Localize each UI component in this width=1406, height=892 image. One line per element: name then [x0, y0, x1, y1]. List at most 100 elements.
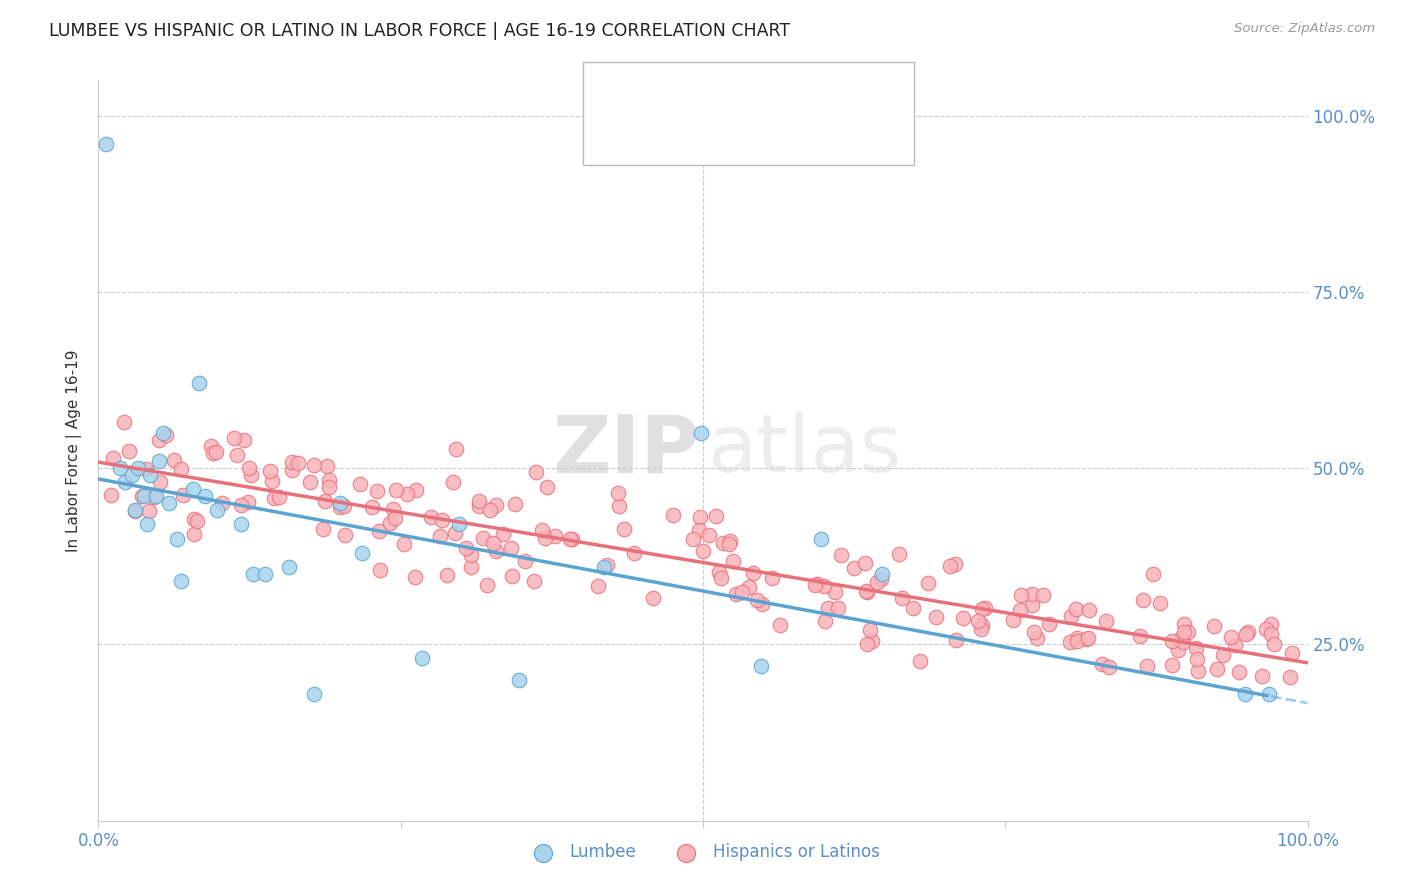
- Point: [1021, 598, 1043, 612]
- Point: [468, 499, 491, 513]
- Point: [211, 496, 233, 510]
- Point: [1167, 643, 1189, 657]
- Point: [1173, 616, 1195, 631]
- Point: [870, 566, 893, 581]
- Point: [1066, 634, 1088, 648]
- Point: [1256, 622, 1278, 636]
- Point: [259, 465, 281, 479]
- Point: [302, 687, 325, 701]
- Point: [229, 517, 252, 532]
- Point: [329, 496, 352, 510]
- Point: [380, 516, 402, 531]
- Point: [281, 463, 304, 477]
- Point: [194, 489, 217, 503]
- Point: [704, 509, 727, 524]
- Point: [1038, 617, 1060, 632]
- Point: [855, 637, 877, 651]
- Point: [460, 548, 482, 562]
- Point: [1064, 602, 1087, 616]
- Point: [1233, 687, 1256, 701]
- Point: [1237, 624, 1260, 639]
- Point: [682, 532, 704, 546]
- Point: [814, 614, 837, 628]
- Point: [1223, 638, 1246, 652]
- Point: [747, 592, 769, 607]
- Point: [810, 532, 832, 546]
- Point: [689, 509, 711, 524]
- Point: [108, 461, 131, 475]
- Point: [866, 574, 889, 589]
- Point: [314, 494, 336, 508]
- Point: [595, 558, 617, 572]
- Point: [368, 563, 391, 577]
- Point: [1260, 616, 1282, 631]
- Y-axis label: In Labor Force | Age 16-19: In Labor Force | Age 16-19: [66, 349, 83, 552]
- Point: [1026, 632, 1049, 646]
- Point: [482, 535, 505, 549]
- Point: [855, 583, 877, 598]
- Point: [751, 597, 773, 611]
- Point: [853, 556, 876, 570]
- Point: [697, 528, 720, 542]
- Point: [586, 579, 609, 593]
- Point: [94, 136, 117, 151]
- Point: [1227, 665, 1250, 679]
- Point: [844, 561, 866, 575]
- Point: [318, 473, 340, 487]
- Point: [806, 577, 828, 591]
- Point: [1281, 646, 1303, 660]
- Point: [711, 535, 734, 549]
- Point: [460, 560, 482, 574]
- Point: [485, 498, 508, 512]
- Point: [157, 496, 180, 510]
- Point: [1129, 629, 1152, 643]
- Point: [724, 587, 747, 601]
- Point: [1257, 687, 1279, 701]
- Point: [501, 569, 523, 583]
- Point: [467, 493, 489, 508]
- Point: [456, 541, 478, 556]
- Point: [121, 468, 143, 483]
- Point: [366, 483, 388, 498]
- Point: [205, 503, 228, 517]
- Point: [485, 543, 508, 558]
- Point: [183, 527, 205, 541]
- Point: [404, 570, 426, 584]
- Point: [860, 634, 883, 648]
- Point: [432, 513, 454, 527]
- Point: [332, 499, 354, 513]
- Point: [969, 623, 991, 637]
- Point: [405, 483, 427, 497]
- Point: [925, 610, 948, 624]
- Point: [238, 460, 260, 475]
- Point: [396, 487, 419, 501]
- Point: [181, 482, 204, 496]
- Point: [263, 491, 285, 505]
- Point: [1077, 631, 1099, 645]
- Point: [742, 566, 765, 581]
- Point: [254, 566, 277, 581]
- Text: atlas: atlas: [707, 411, 901, 490]
- Point: [278, 559, 301, 574]
- Point: [917, 576, 939, 591]
- Point: [561, 532, 583, 546]
- Point: [394, 537, 416, 551]
- Point: [544, 529, 567, 543]
- Point: [689, 425, 711, 440]
- Point: [429, 529, 451, 543]
- Point: [952, 611, 974, 625]
- Point: [1002, 614, 1025, 628]
- Point: [186, 514, 208, 528]
- Point: [124, 503, 146, 517]
- Point: [145, 489, 167, 503]
- Point: [471, 531, 494, 545]
- Point: [444, 526, 467, 541]
- Point: [613, 522, 636, 536]
- Point: [225, 448, 247, 462]
- Point: [1212, 648, 1234, 663]
- Point: [731, 585, 754, 599]
- Point: [855, 585, 877, 599]
- Point: [411, 651, 433, 665]
- Point: [232, 433, 254, 447]
- Point: [114, 475, 136, 490]
